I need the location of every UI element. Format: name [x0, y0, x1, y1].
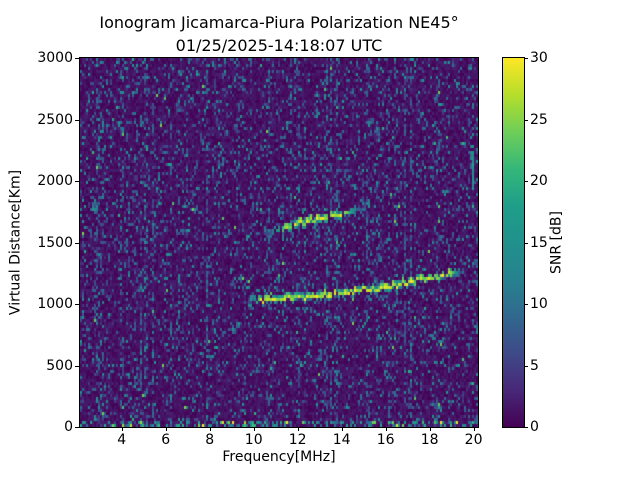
ytick-label: 500: [46, 357, 73, 374]
tick-mark: [121, 427, 123, 431]
ctick-label: 30: [530, 50, 548, 66]
y-axis-label: Virtual Distance[Km]: [7, 169, 24, 316]
tick-mark: [75, 58, 79, 59]
ctick-label: 10: [530, 296, 548, 312]
tick-mark: [524, 181, 528, 182]
tick-mark: [75, 304, 79, 305]
tick-mark: [75, 427, 79, 428]
ctick-label: 25: [530, 111, 548, 128]
chart-subtitle: 01/25/2025-14:18:07 UTC: [175, 36, 383, 55]
tick-mark: [524, 365, 528, 367]
ytick-label: 2000: [37, 173, 73, 189]
tick-mark: [75, 181, 79, 182]
xtick-label: 8: [205, 432, 215, 448]
tick-mark: [524, 58, 528, 59]
tick-mark: [209, 427, 211, 431]
chart-title: Ionogram Jicamarca-Piura Polarization NE…: [99, 13, 459, 32]
xtick-label: 12: [288, 432, 307, 448]
ctick-label: 15: [530, 234, 548, 251]
tick-mark: [524, 427, 528, 428]
colorbar: [502, 57, 525, 428]
ctick-label: 20: [530, 173, 548, 189]
tick-mark: [473, 427, 475, 431]
ionogram-heatmap: [79, 57, 479, 428]
ctick-label: 0: [530, 419, 539, 435]
tick-mark: [165, 427, 167, 431]
xtick-label: 4: [117, 432, 127, 448]
xtick-label: 20: [464, 432, 483, 448]
xtick-label: 10: [244, 432, 263, 448]
tick-mark: [75, 365, 79, 367]
tick-mark: [75, 242, 79, 244]
chart-title-block: Ionogram Jicamarca-Piura Polarization NE…: [80, 11, 478, 57]
tick-mark: [524, 304, 528, 305]
xtick-label: 6: [161, 432, 171, 448]
tick-mark: [524, 119, 528, 121]
xtick-label: 18: [420, 432, 439, 448]
ytick-label: 0: [64, 419, 73, 435]
ytick-label: 1500: [37, 234, 73, 251]
xtick-label: 14: [332, 432, 351, 448]
tick-mark: [253, 427, 255, 431]
colorbar-label: SNR [dB]: [548, 211, 565, 274]
ytick-label: 1000: [37, 296, 73, 312]
x-axis-label: Frequency[MHz]: [222, 449, 336, 465]
tick-mark: [385, 427, 387, 431]
ctick-label: 5: [530, 357, 539, 374]
tick-mark: [75, 119, 79, 121]
tick-mark: [341, 427, 343, 431]
tick-mark: [429, 427, 431, 431]
tick-mark: [297, 427, 299, 431]
tick-mark: [524, 242, 528, 244]
ytick-label: 3000: [37, 50, 73, 66]
ytick-label: 2500: [37, 111, 73, 128]
xtick-label: 16: [376, 432, 395, 448]
